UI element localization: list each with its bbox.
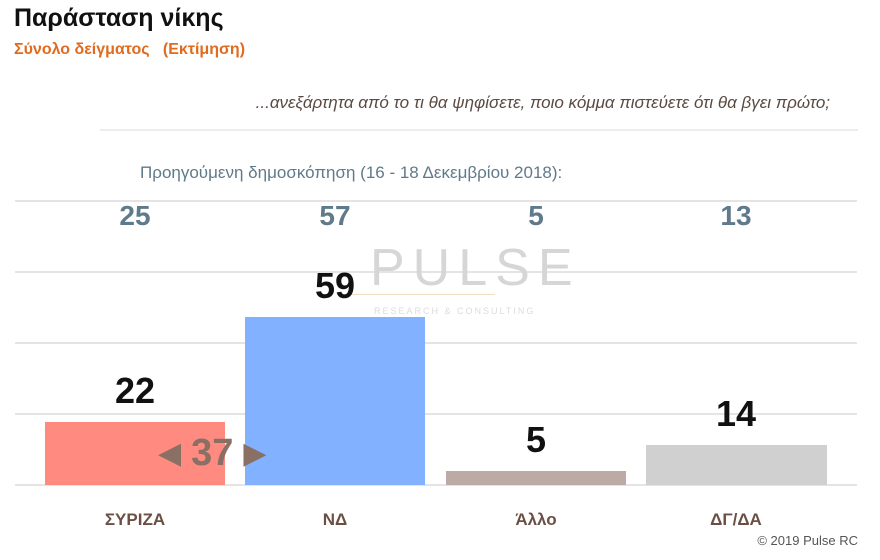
- survey-question: ...ανεξάρτητα από το τι θα ψηφίσετε, ποι…: [255, 93, 830, 112]
- bar-dg-da: [646, 445, 827, 485]
- gridline-0: [15, 484, 857, 486]
- gridline-50: [15, 342, 857, 344]
- previous-value-syriza: 25: [119, 200, 151, 231]
- separator: [100, 129, 858, 131]
- arrow-left-icon: ◀: [158, 437, 182, 470]
- value-label-other: 5: [525, 419, 547, 460]
- gap-value: 37: [191, 432, 234, 474]
- previous-value-nd: 57: [319, 200, 351, 231]
- category-label-nd: ΝΔ: [322, 510, 348, 529]
- category-label-dg-da: ΔΓ/ΔΑ: [710, 510, 762, 529]
- gridline-75: [15, 271, 857, 273]
- previous-value-dg-da: 13: [720, 200, 752, 231]
- previous-poll-label: Προηγούμενη δημοσκόπηση (16 - 18 Δεκεμβρ…: [140, 163, 563, 182]
- category-label-other: Άλλο: [515, 510, 557, 529]
- gridline-100: [15, 200, 857, 202]
- value-label-syriza: 22: [114, 370, 156, 411]
- chart-title: Παράσταση νίκης: [14, 4, 224, 32]
- value-label-dg-da: 14: [715, 393, 757, 434]
- arrow-right-icon: ▶: [243, 437, 267, 470]
- gap-annotation: ◀ 37 ▶: [158, 432, 266, 475]
- bar-nd: [245, 317, 425, 485]
- category-label-syriza: ΣΥΡΙΖΑ: [104, 510, 166, 529]
- watermark-tagline: RESEARCH & CONSULTING: [374, 306, 536, 316]
- chart-subtitle: Σύνολο δείγματος (Εκτίμηση): [14, 41, 246, 58]
- copyright: © 2019 Pulse RC: [757, 533, 858, 548]
- previous-value-other: 5: [528, 200, 544, 231]
- bar-syriza: [45, 422, 225, 485]
- value-label-nd: 59: [314, 265, 356, 306]
- bar-other: [446, 471, 626, 485]
- gridline-25: [15, 413, 857, 415]
